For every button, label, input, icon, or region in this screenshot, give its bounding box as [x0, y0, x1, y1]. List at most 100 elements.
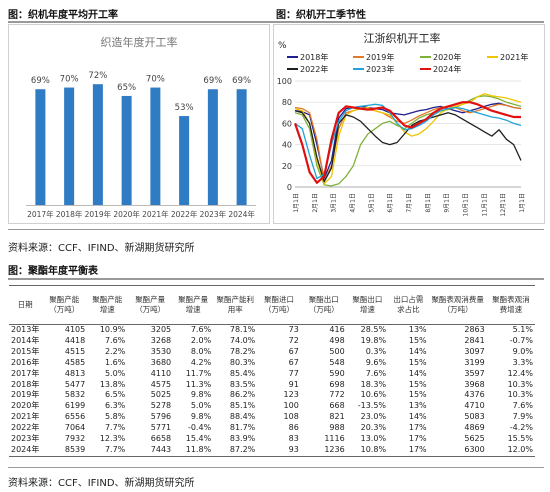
table-cell: 2.0%	[190, 336, 212, 346]
table-cell: -4.2%	[509, 423, 533, 433]
legend-label: 2020年	[433, 52, 461, 62]
column-header: 出口占需求占比	[393, 295, 424, 314]
x-tick-label: 3月1日	[331, 193, 338, 213]
bar-2022年	[179, 116, 190, 205]
x-tick-label: 2月1日	[312, 193, 319, 213]
column-header: 聚酯产量（万吨）	[135, 295, 166, 314]
table-cell: 4710	[464, 401, 485, 411]
table-cell: 83.5%	[229, 379, 256, 389]
bar-value-label: 69%	[31, 76, 50, 86]
table-row: 2017年 4813 5.0% 4110 11.7% 85.4% 77 590 7.6% 14% 3…	[9, 369, 535, 380]
bar-chart-frame	[8, 24, 270, 224]
table-cell: 4.2%	[190, 357, 212, 367]
table-cell: -0.4%	[187, 423, 212, 433]
table-cell: 15.4%	[185, 434, 212, 444]
table-cell: 3530	[150, 346, 172, 356]
table-cell: 108	[283, 412, 299, 422]
table-cell: 2020年	[11, 401, 40, 411]
table-cell: 100	[283, 401, 299, 411]
table-cell: 5625	[464, 434, 485, 444]
series-line-2023年	[294, 103, 522, 180]
bottom-divider	[8, 467, 544, 468]
table-cell: 6300	[464, 444, 485, 454]
table-cell: 4869	[464, 423, 485, 433]
table-cell: 6658	[150, 434, 172, 444]
table-cell: 5278	[150, 401, 172, 411]
table-cell: 77	[288, 368, 299, 378]
table-cell: 10.3%	[507, 379, 533, 389]
x-tick-label: 6月1日	[387, 193, 394, 213]
legend-label: 2021年	[500, 52, 528, 62]
bar-2021年	[150, 87, 161, 205]
column-header: 聚酯出口（万吨）	[308, 295, 339, 314]
table-row: 2018年 5477 13.8% 4575 11.3% 83.5% 91 698 18.3% 15…	[9, 379, 535, 390]
bar-value-label: 69%	[203, 76, 222, 86]
table-cell: 4376	[464, 390, 485, 400]
table-cell: 4105	[64, 325, 86, 335]
table-cell: 14%	[408, 412, 427, 422]
bar-2018年	[64, 87, 75, 205]
column-header: 聚酯产能增速	[92, 295, 123, 314]
table-row: 2015年 4515 2.2% 3530 8.0% 78.2% 67 500 0.3% 14% 30…	[9, 347, 535, 358]
table-cell: 81.7%	[229, 423, 256, 433]
table-cell: 772	[329, 390, 345, 400]
table-cell: 5.0%	[104, 368, 126, 378]
table-cell: 7.9%	[512, 412, 533, 422]
table-cell: 698	[329, 379, 345, 389]
bar-category-label: 2024年	[228, 209, 255, 219]
y-tick-label: 100	[277, 77, 292, 86]
table-cell: 13.0%	[360, 434, 387, 444]
x-tick-label: 12月1日	[500, 193, 507, 216]
table-row: 2019年 5832 6.5% 5025 9.8% 86.2% 123 772 10.6% 15%…	[9, 390, 535, 401]
table-cell: 5477	[64, 379, 86, 389]
x-tick-label: 1月1日	[293, 193, 300, 213]
bar-value-label: 72%	[88, 71, 107, 81]
table-cell: 78.2%	[229, 346, 256, 356]
table-cell: 17%	[408, 444, 427, 454]
table-cell: 85.4%	[229, 368, 256, 378]
table-cell: 13.8%	[99, 379, 126, 389]
top-divider	[8, 21, 544, 23]
table-cell: 20.3%	[360, 423, 387, 433]
table-row: 2022年 7064 7.7% 5771 -0.4% 81.7% 86 988 20.3% 17%…	[9, 423, 535, 434]
fig1-title: 图：织机年度平均开工率	[8, 10, 118, 21]
column-header: 聚酯产能利用率	[216, 295, 254, 314]
bar-category-label: 2023年	[200, 209, 227, 219]
column-header: 聚酯进口（万吨）	[264, 295, 295, 314]
bar-2024年	[236, 89, 247, 205]
table-cell: 7443	[150, 444, 172, 454]
table-row: 2013年 4105 10.9% 3205 7.6% 78.1% 73 416 28.5% 13%…	[9, 325, 535, 336]
table-cell: 498	[329, 336, 345, 346]
bar-value-label: 70%	[146, 75, 165, 85]
table-cell: 2863	[464, 325, 485, 335]
table-cell: 668	[329, 401, 345, 411]
bar-chart-title: 织造年度开工率	[101, 35, 178, 49]
annual-utilization-bar-chart: 织造年度开工率 69% 2017年 70% 2018年 72% 2019年 65% 2020年 7…	[8, 24, 270, 224]
table-cell: 17%	[408, 434, 427, 444]
source-note-bottom: 资料来源：CCF、IFIND、新湖期货研究所	[8, 478, 195, 489]
table-cell: 548	[329, 357, 345, 367]
x-tick-label: 9月1日	[444, 193, 451, 213]
table-cell: 5083	[464, 412, 485, 422]
legend-label: 2018年	[300, 52, 328, 62]
table-cell: 15%	[408, 379, 427, 389]
bar-value-label: 69%	[232, 76, 251, 86]
y-tick-label: 80	[282, 98, 292, 107]
source-note-top: 资料来源：CCF、IFIND、新湖期货研究所	[8, 243, 195, 254]
table-cell: 6.5%	[104, 390, 126, 400]
table-cell: 2021年	[11, 412, 40, 422]
table-cell: 12.0%	[507, 444, 533, 454]
table-cell: 2.2%	[104, 346, 126, 356]
table-cell: 3205	[150, 325, 172, 335]
table-cell: 8.0%	[190, 346, 212, 356]
bar-category-label: 2020年	[113, 209, 140, 219]
legend-label: 2022年	[300, 64, 328, 74]
table-cell: 13%	[408, 401, 427, 411]
table-cell: 10.8%	[360, 444, 387, 454]
table-cell: 6199	[64, 401, 86, 411]
y-tick-label: 0	[287, 183, 292, 192]
x-tick-label: 5月1日	[368, 193, 375, 213]
table-cell: 0.3%	[365, 346, 387, 356]
table-cell: 86	[288, 423, 299, 433]
table-cell: 9.8%	[190, 390, 212, 400]
